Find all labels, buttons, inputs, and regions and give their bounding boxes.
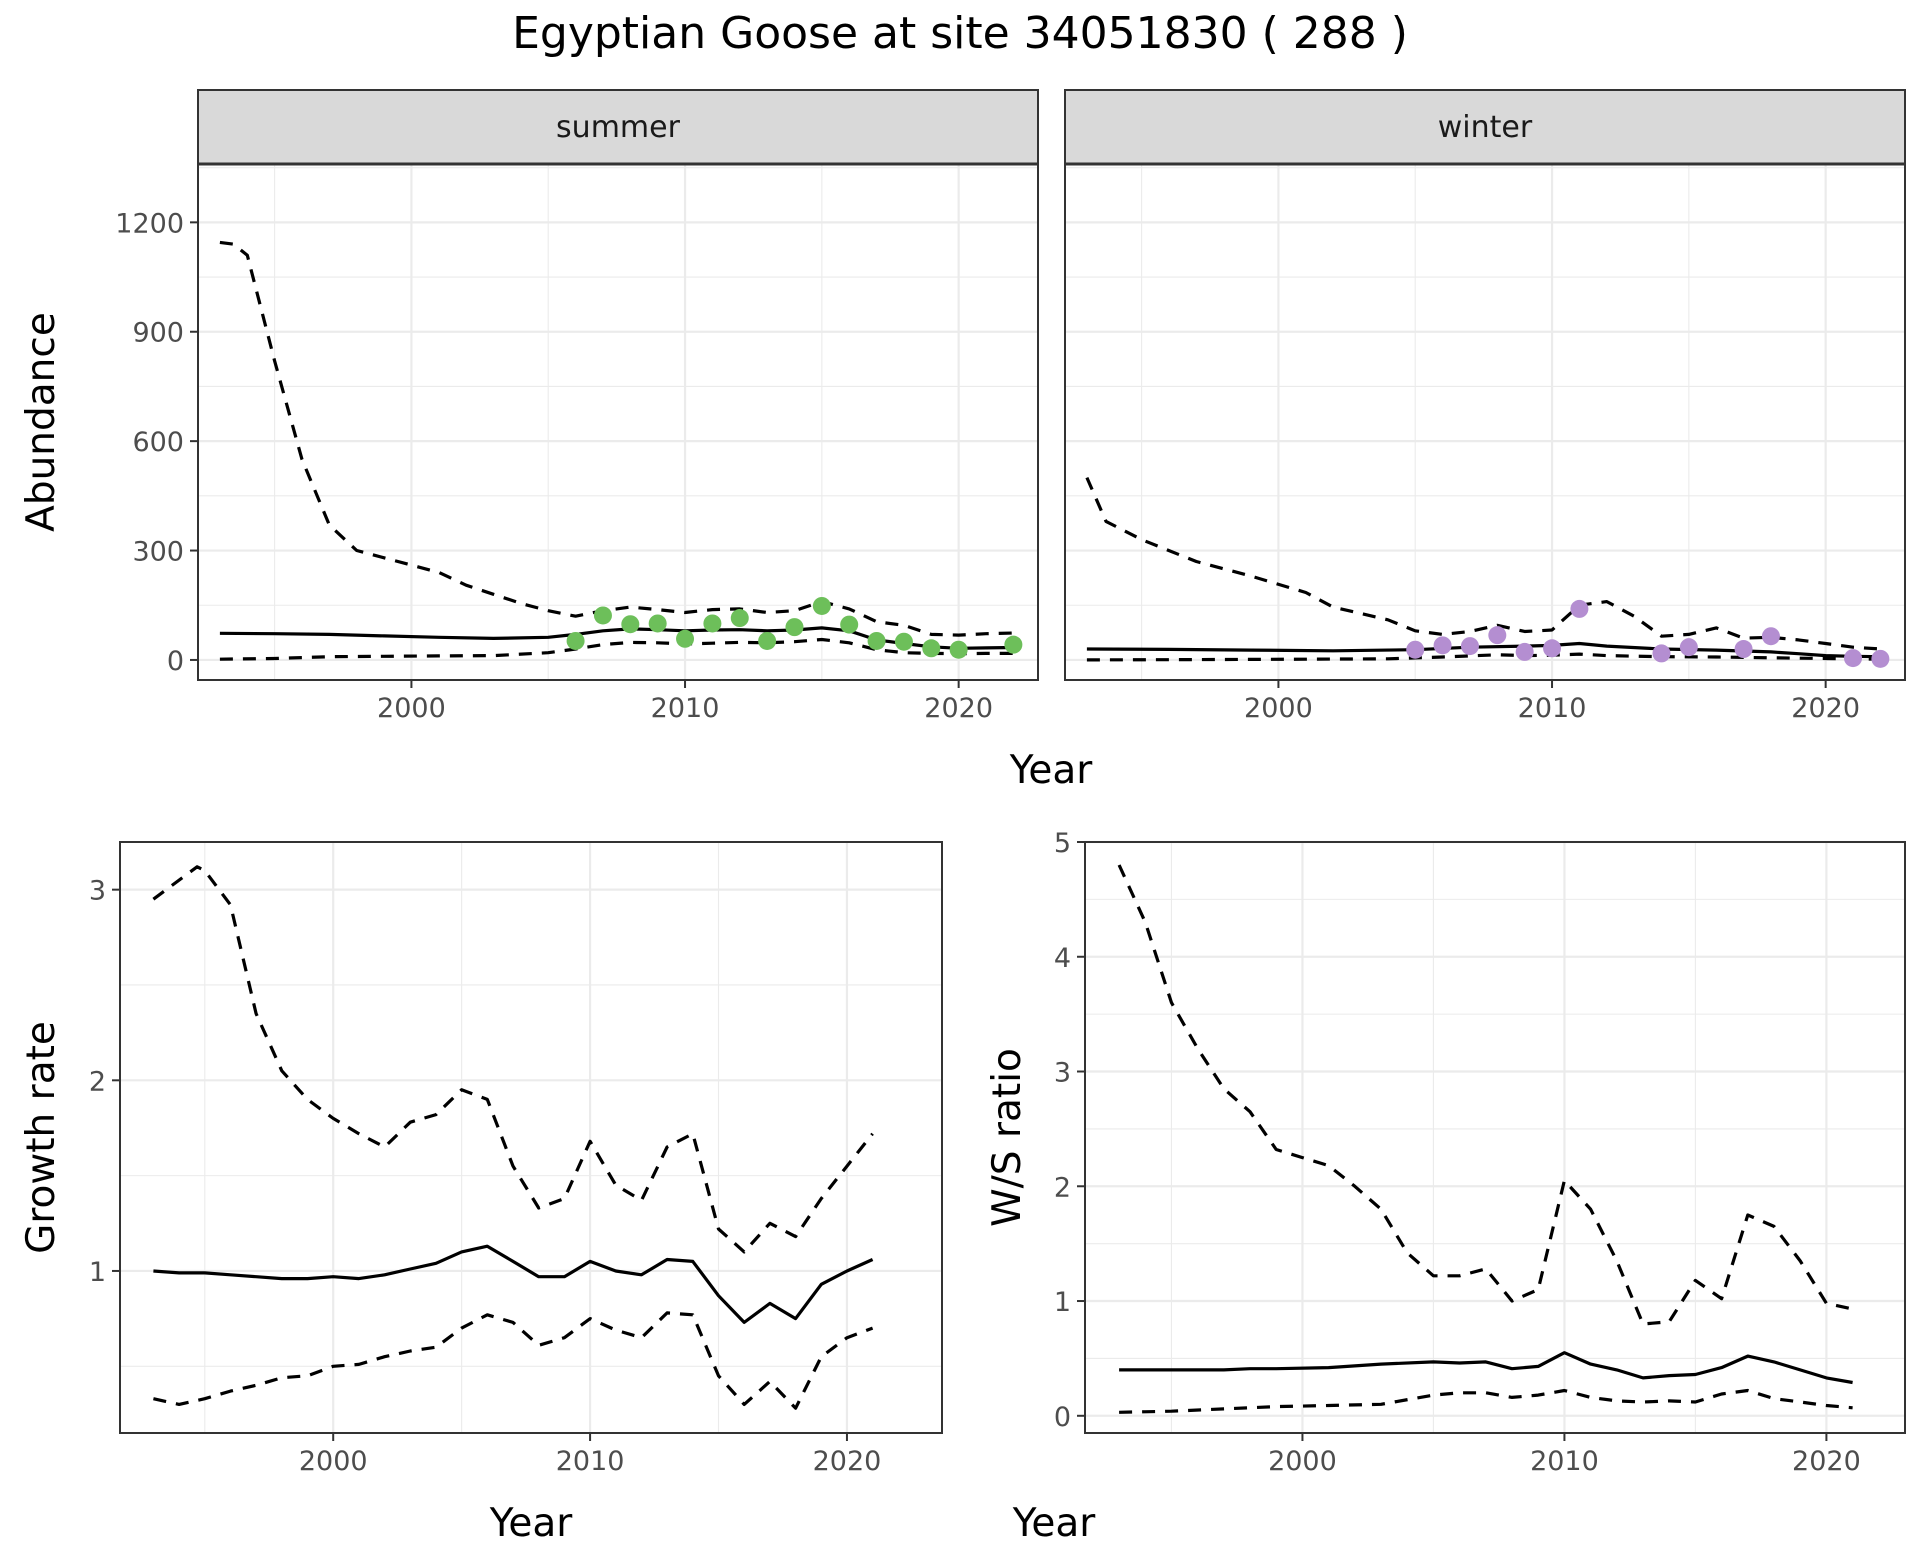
growth-border — [119, 841, 943, 1434]
abundance-summer-x-tick-label: 2000 — [377, 693, 446, 724]
abundance-summer-point — [758, 631, 777, 650]
abundance-summer-point — [812, 596, 831, 615]
abundance-summer-point — [730, 609, 749, 628]
abundance-summer-point — [566, 631, 585, 650]
abundance-winter-point — [1570, 599, 1589, 618]
abundance-summer-y-tick-label: 600 — [132, 427, 184, 458]
ratio-x-tick-label: 2000 — [1268, 1446, 1337, 1477]
abundance-winter-x-tick-label: 2020 — [1791, 693, 1860, 724]
abundance-summer-point — [922, 639, 941, 658]
abundance-summer-series-lower — [219, 637, 1014, 661]
growth-panel: 2000 2010 2020 1 2 3 — [89, 841, 943, 1477]
abundance-summer-x-tick-label: 2010 — [651, 693, 720, 724]
abundance-winter-point — [1871, 649, 1890, 668]
abundance-winter-panel: 2000 2010 2020 winter — [1064, 89, 1906, 724]
abundance-summer-point — [867, 631, 886, 650]
abundance-winter-strip: winter — [1064, 89, 1906, 166]
abundance-summer-y-tick-label: 1200 — [115, 208, 184, 239]
ratio-y-tick-label: 0 — [1054, 1402, 1071, 1433]
abundance-winter-point — [1761, 627, 1780, 646]
ratio-y-axis-title: W/S ratio — [985, 1048, 1030, 1227]
ratio-y-tick-label: 5 — [1054, 828, 1071, 859]
abundance-winter-series-upper — [1085, 476, 1881, 651]
abundance-summer-y-tick-label: 0 — [167, 646, 184, 677]
growth-x-tick-label: 2000 — [299, 1446, 368, 1477]
abundance-summer-y-tick-label: 900 — [132, 318, 184, 349]
growth-x-tick-label: 2020 — [813, 1446, 882, 1477]
abundance-winter-x-tick-label: 2010 — [1518, 693, 1587, 724]
abundance-winter-point — [1679, 638, 1698, 657]
abundance-winter-point — [1844, 649, 1863, 668]
abundance-y-axis-title: Abundance — [19, 312, 64, 532]
ratio-x-axis-title: Year — [1012, 1501, 1097, 1546]
growth-y-tick-label: 1 — [89, 1257, 106, 1288]
abundance-winter-point — [1406, 640, 1425, 659]
abundance-summer-point — [785, 618, 804, 637]
plot-layer: 2000 2010 2020 0 300 600 900 1200 summer 2000 2010… — [19, 89, 1906, 1546]
growth-x-axis-title: Year — [489, 1501, 574, 1546]
ratio-panel: 2000 2010 2020 0 1 2 3 4 5 — [1054, 828, 1906, 1477]
strip-background — [197, 89, 1039, 165]
figure-title: Egyptian Goose at site 34051830 ( 288 ) — [512, 8, 1408, 59]
abundance-summer-panel: 2000 2010 2020 0 300 600 900 1200 summer — [115, 89, 1039, 724]
growth-y-tick-label: 2 — [89, 1066, 106, 1097]
abundance-winter-point — [1734, 640, 1753, 659]
growth-x-tick-label: 2010 — [556, 1446, 625, 1477]
abundance-summer-point — [593, 606, 612, 625]
abundance-winter-point — [1433, 636, 1452, 655]
abundance-winter-point — [1543, 639, 1562, 658]
abundance-summer-point — [949, 640, 968, 659]
ratio-series-lower — [1119, 1388, 1853, 1414]
abundance-winter-point — [1652, 644, 1671, 663]
abundance-summer-point — [1004, 635, 1023, 654]
ratio-y-tick-label: 3 — [1054, 1058, 1071, 1089]
ratio-y-tick-label: 1 — [1054, 1287, 1071, 1318]
abundance-winter-point — [1488, 626, 1507, 645]
abundance-summer-point — [894, 632, 913, 651]
strip-label-summer: summer — [556, 110, 681, 145]
abundance-summer-strip: summer — [197, 89, 1039, 166]
abundance-summer-point — [840, 615, 859, 634]
abundance-summer-point — [648, 614, 667, 633]
ratio-x-tick-label: 2010 — [1530, 1446, 1599, 1477]
growth-y-tick-label: 3 — [89, 876, 106, 907]
abundance-winter-series-mean — [1086, 641, 1881, 659]
ratio-y-tick-label: 2 — [1054, 1172, 1071, 1203]
growth-series-mean — [153, 1244, 874, 1324]
abundance-summer-point — [676, 629, 695, 648]
abundance-x-axis-title: Year — [1009, 748, 1094, 793]
abundance-winter-x-tick-label: 2000 — [1244, 693, 1313, 724]
ratio-x-tick-label: 2020 — [1792, 1446, 1861, 1477]
ratio-y-tick-label: 4 — [1054, 943, 1071, 974]
abundance-summer-point — [621, 615, 640, 634]
growth-y-axis-title: Growth rate — [19, 1021, 64, 1254]
abundance-summer-x-tick-label: 2020 — [924, 693, 993, 724]
strip-label-winter: winter — [1438, 110, 1533, 145]
growth-series-lower — [153, 1311, 874, 1410]
abundance-summer-point — [703, 614, 722, 633]
ratio-series-mean — [1119, 1351, 1853, 1385]
abundance-summer-y-tick-label: 300 — [132, 537, 184, 568]
abundance-winter-point — [1460, 637, 1479, 656]
abundance-winter-point — [1515, 642, 1534, 661]
ratio-border — [1084, 841, 1906, 1434]
strip-background — [1064, 89, 1906, 165]
